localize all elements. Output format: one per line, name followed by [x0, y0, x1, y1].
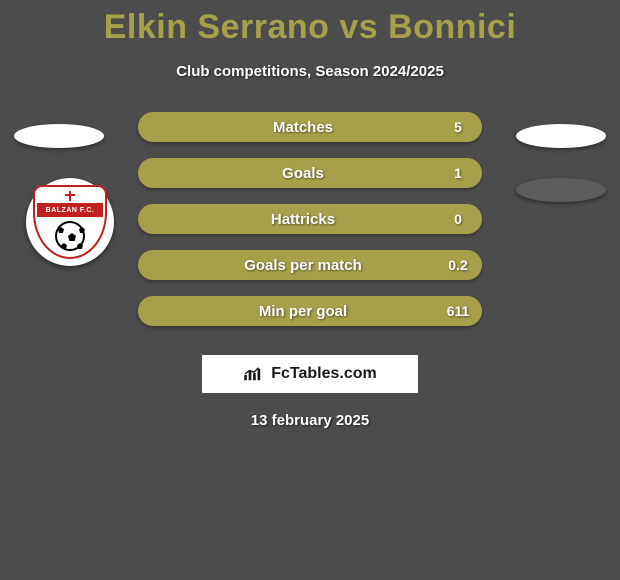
- stat-value: 611: [436, 303, 480, 319]
- stat-bar-goals-per-match: Goals per match 0.2: [138, 250, 482, 280]
- stat-row: Goals 1: [0, 158, 620, 204]
- stat-value: 1: [436, 165, 480, 181]
- comparison-card: Elkin Serrano vs Bonnici Club competitio…: [0, 0, 620, 429]
- stat-row: Matches 5: [0, 112, 620, 158]
- stat-value: 0: [436, 211, 480, 227]
- stat-value: 0.2: [436, 257, 480, 273]
- stat-bar-matches: Matches 5: [138, 112, 482, 142]
- stat-label: Matches: [140, 119, 436, 136]
- brand-text: FcTables.com: [271, 365, 377, 383]
- brand-box[interactable]: FcTables.com: [201, 354, 419, 394]
- page-title: Elkin Serrano vs Bonnici: [0, 8, 620, 47]
- stat-row: Min per goal 611: [0, 296, 620, 342]
- stat-row: Hattricks 0: [0, 204, 620, 250]
- stat-bar-hattricks: Hattricks 0: [138, 204, 482, 234]
- stat-bar-min-per-goal: Min per goal 611: [138, 296, 482, 326]
- stat-label: Hattricks: [140, 211, 436, 228]
- stat-bar-goals: Goals 1: [138, 158, 482, 188]
- stat-value: 5: [436, 119, 480, 135]
- bar-chart-icon: [243, 366, 265, 382]
- stat-label: Goals: [140, 165, 436, 182]
- stats-bars: Matches 5 Goals 1 Hattricks 0 Goals per …: [0, 112, 620, 342]
- stat-label: Goals per match: [140, 257, 436, 274]
- page-subtitle: Club competitions, Season 2024/2025: [0, 63, 620, 80]
- stat-row: Goals per match 0.2: [0, 250, 620, 296]
- stat-label: Min per goal: [140, 303, 436, 320]
- date-text: 13 february 2025: [0, 412, 620, 429]
